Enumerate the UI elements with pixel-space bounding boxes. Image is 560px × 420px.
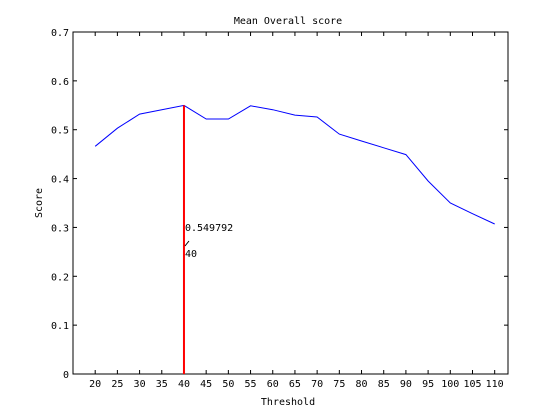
x-tick-label: 90: [400, 379, 412, 390]
y-axis-label: Score: [34, 188, 45, 218]
x-tick-label: 75: [333, 379, 345, 390]
x-tick-label: 40: [178, 379, 190, 390]
x-tick-label: 70: [311, 379, 323, 390]
y-tick-label: 0.6: [51, 77, 69, 88]
x-tick-labels: 20 25 30 35 40 45 50 55 60 65 70 75 80 85 90 95 100 105 11…: [89, 379, 504, 390]
series-line: [94, 104, 495, 225]
chart-title: Mean Overall score: [234, 16, 342, 27]
y-tick-label: 0.3: [51, 223, 69, 234]
x-tick-label: 45: [200, 379, 212, 390]
y-tick-label: 0.5: [51, 126, 69, 137]
x-tick-label: 105: [463, 379, 481, 390]
annotation: 0.549792 40: [184, 223, 233, 260]
x-tick-label: 95: [422, 379, 434, 390]
x-tick-label: 20: [89, 379, 101, 390]
x-tick-label: 30: [134, 379, 146, 390]
y-tick-label: 0.2: [51, 272, 69, 283]
annotation-x-value: 40: [185, 249, 197, 260]
y-tick-label: 0: [63, 370, 69, 381]
x-tick-label: 60: [267, 379, 279, 390]
annotation-y-value: 0.549792: [185, 223, 233, 234]
x-tick-label: 85: [378, 379, 390, 390]
y-tick-labels: 0 0.1 0.2 0.3 0.4 0.5 0.6 0.7: [51, 28, 69, 381]
plot-area: [72, 31, 509, 375]
x-tick-label: 25: [111, 379, 123, 390]
x-tick-label: 65: [289, 379, 301, 390]
x-tick-label: 50: [222, 379, 234, 390]
x-axis-label: Threshold: [261, 397, 315, 408]
y-tick-label: 0.1: [51, 321, 69, 332]
x-tick-label: 80: [355, 379, 367, 390]
x-tick-label: 35: [156, 379, 168, 390]
tick-group: [73, 31, 508, 375]
y-tick-label: 0.4: [51, 175, 69, 186]
x-tick-label: 55: [245, 379, 257, 390]
x-tick-label: 110: [486, 379, 504, 390]
x-tick-label: 100: [441, 379, 459, 390]
y-tick-label: 0.7: [51, 28, 69, 39]
annotation-tick: [184, 240, 190, 247]
